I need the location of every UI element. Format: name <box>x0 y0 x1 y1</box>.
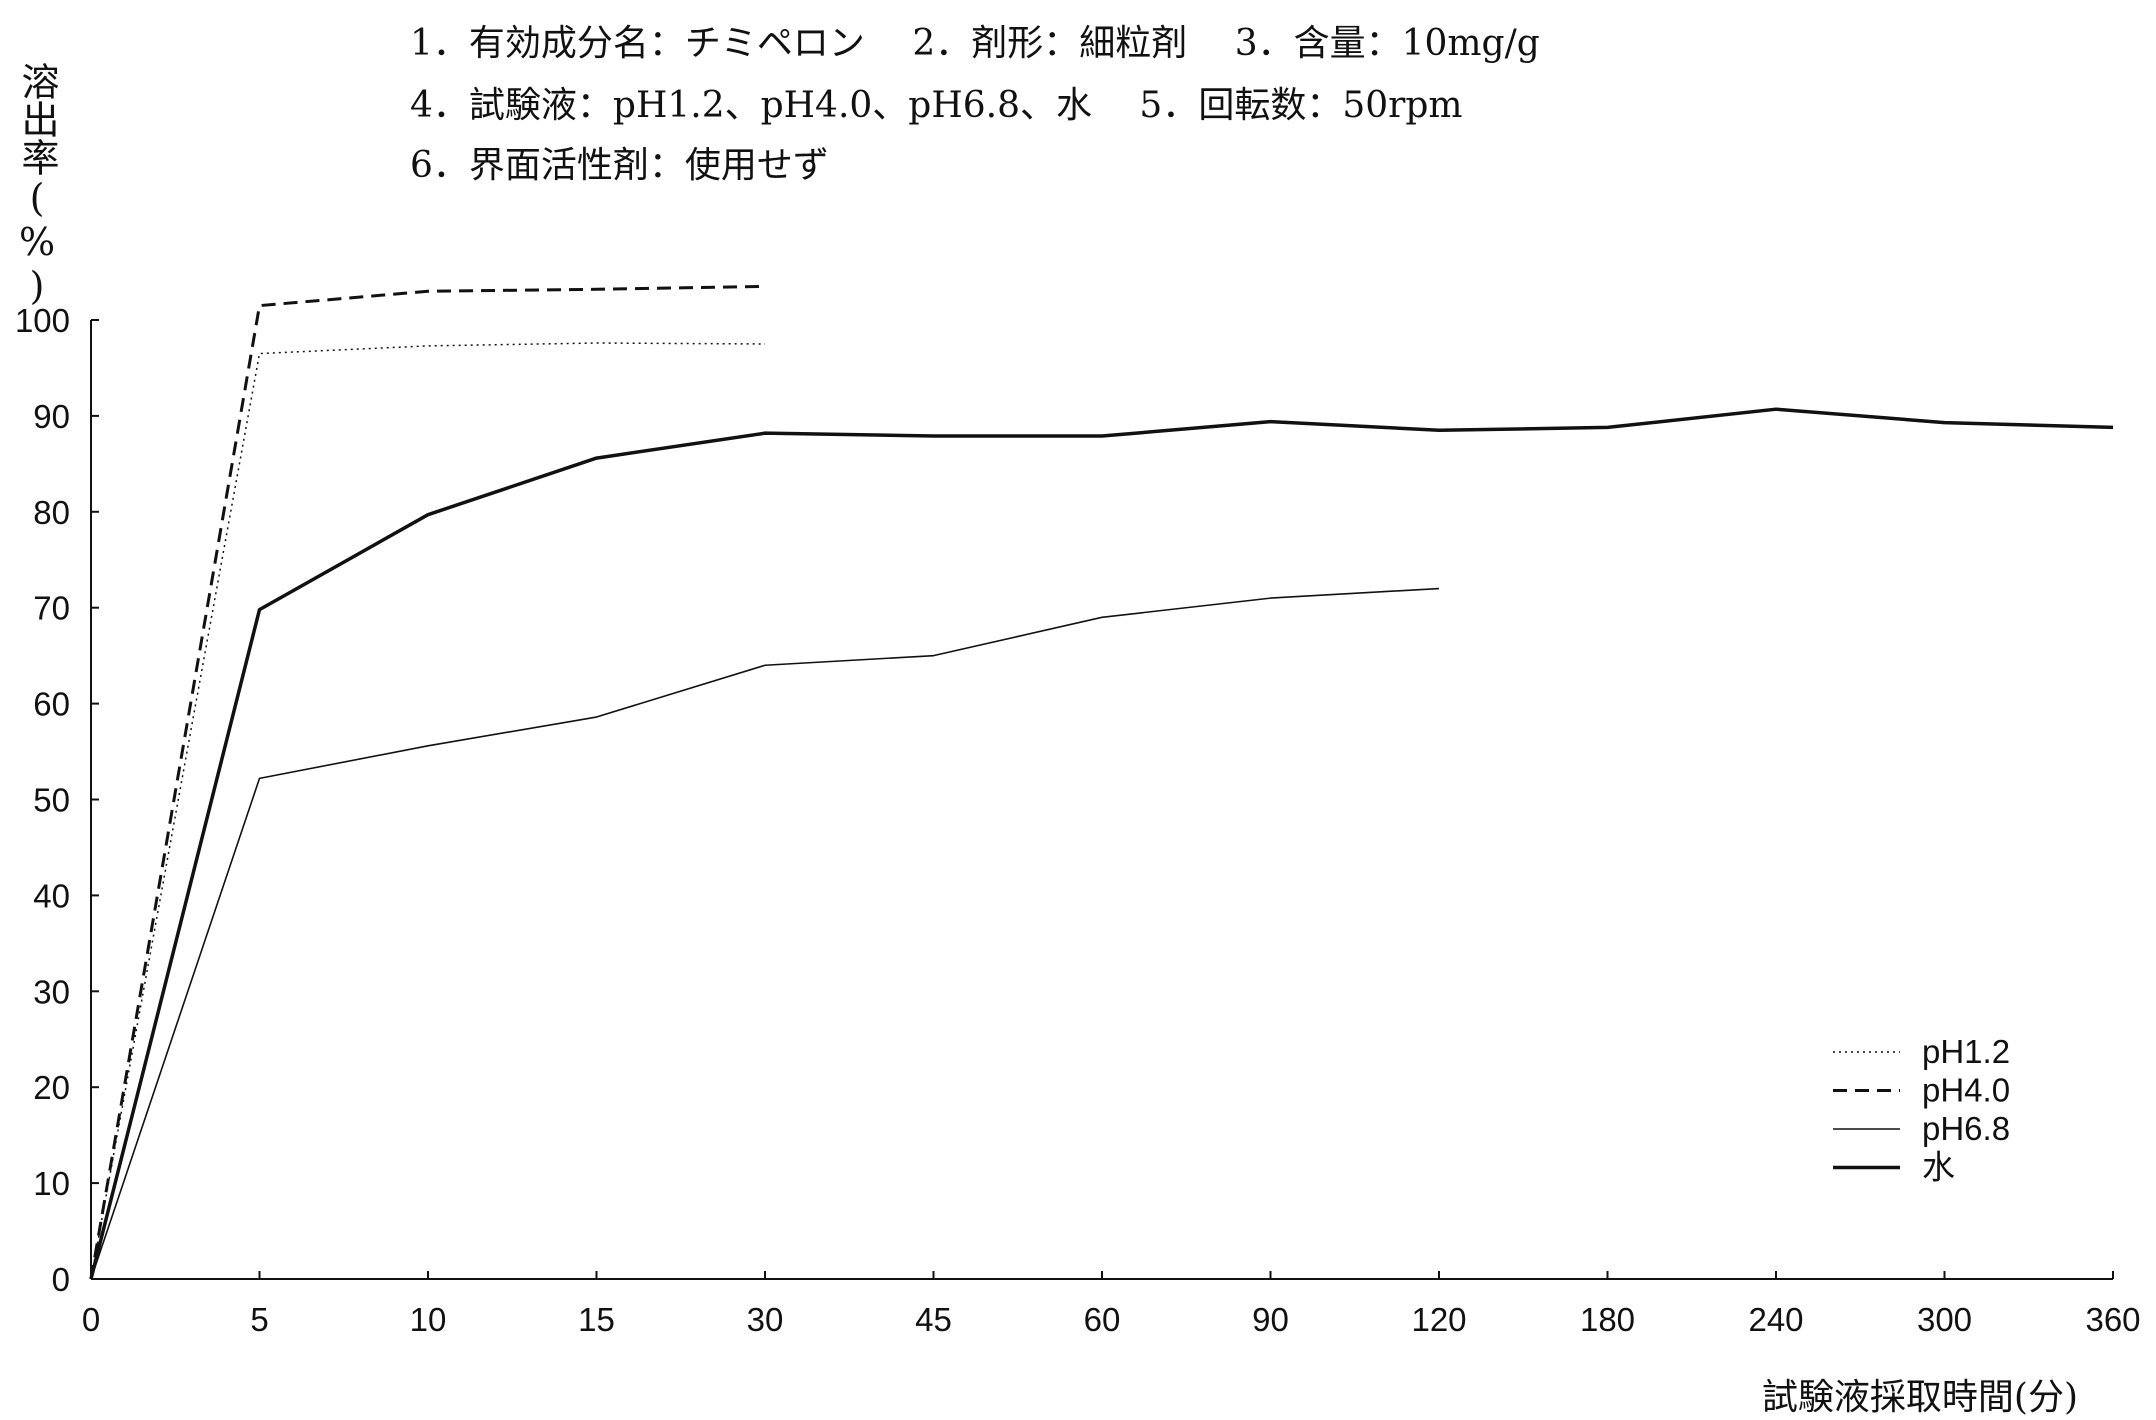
x-tick-label: 180 <box>1580 1301 1635 1338</box>
x-tick-label: 90 <box>1252 1301 1289 1338</box>
y-tick-label: 30 <box>33 973 70 1010</box>
x-tick-label: 5 <box>250 1301 268 1338</box>
legend-label: pH4.0 <box>1922 1072 2010 1109</box>
series-line-thin <box>91 589 1439 1279</box>
series-line-dotted <box>91 343 765 1279</box>
y-tick-label: 90 <box>33 398 70 435</box>
x-tick-label: 15 <box>578 1301 615 1338</box>
y-tick-label: 100 <box>15 302 70 339</box>
y-tick-label: 40 <box>33 877 70 914</box>
y-tick-label: 70 <box>33 590 70 627</box>
x-tick-label: 60 <box>1084 1301 1121 1338</box>
legend-label: 水 <box>1922 1149 1955 1186</box>
y-tick-label: 0 <box>52 1261 70 1298</box>
x-tick-label: 360 <box>2085 1301 2140 1338</box>
x-tick-label: 300 <box>1917 1301 1972 1338</box>
legend-label: pH6.8 <box>1922 1110 2010 1147</box>
x-tick-label: 45 <box>915 1301 952 1338</box>
series-line-dashed <box>91 286 765 1279</box>
y-tick-label: 20 <box>33 1069 70 1106</box>
y-tick-label: 80 <box>33 494 70 531</box>
x-tick-label: 30 <box>747 1301 784 1338</box>
x-tick-label: 10 <box>410 1301 447 1338</box>
x-tick-label: 120 <box>1411 1301 1466 1338</box>
series-line-thick <box>91 409 2113 1279</box>
y-tick-label: 50 <box>33 782 70 819</box>
x-tick-label: 240 <box>1748 1301 1803 1338</box>
y-tick-label: 10 <box>33 1165 70 1202</box>
y-tick-label: 60 <box>33 686 70 723</box>
legend-label: pH1.2 <box>1922 1033 2010 1070</box>
x-tick-label: 0 <box>82 1301 100 1338</box>
